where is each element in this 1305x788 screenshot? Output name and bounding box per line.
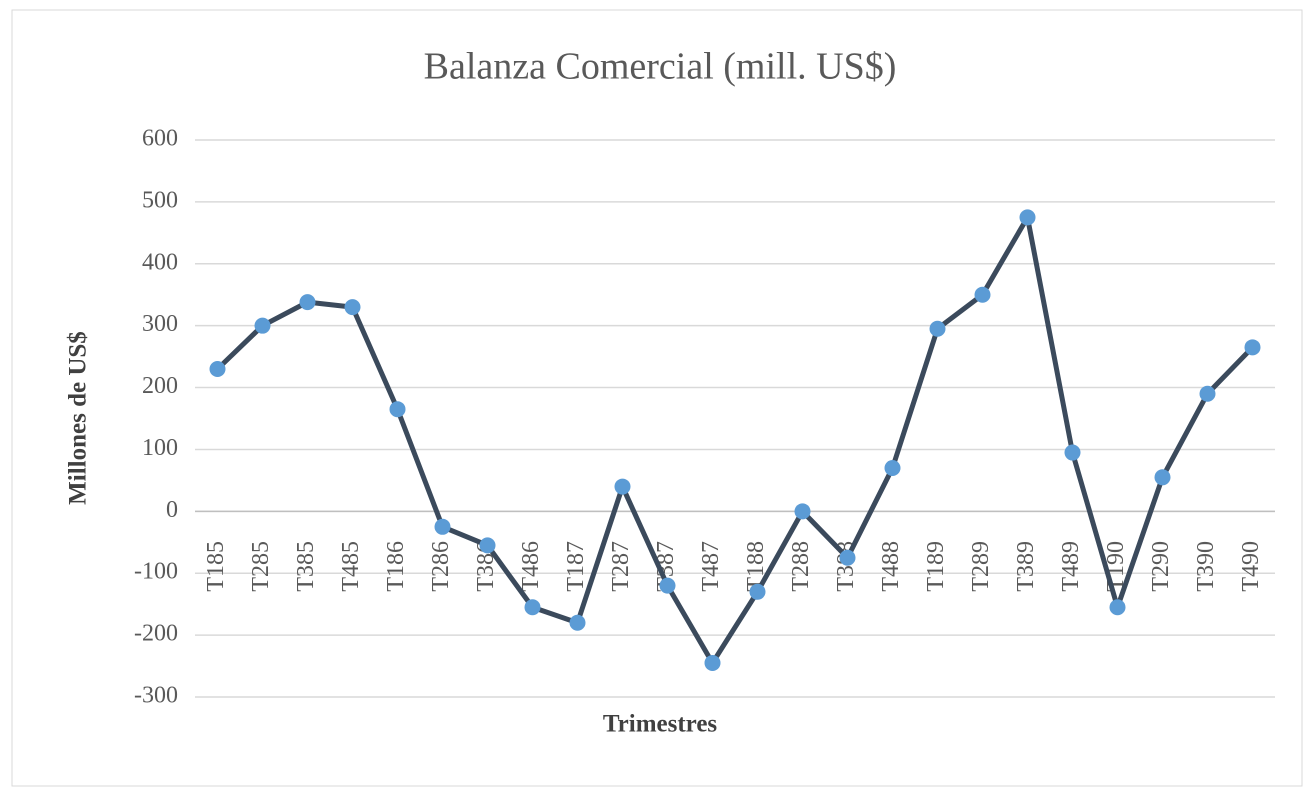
data-point xyxy=(209,360,226,377)
x-tick-label: T186 xyxy=(383,541,409,592)
data-point xyxy=(1019,209,1036,226)
x-tick-label: T185 xyxy=(203,541,229,592)
x-tick-label: T290 xyxy=(1148,541,1174,592)
data-point xyxy=(1199,385,1216,402)
chart-border xyxy=(11,9,1303,787)
data-point xyxy=(434,518,451,535)
data-point xyxy=(254,317,271,334)
data-point xyxy=(344,299,361,316)
line-series xyxy=(215,214,1255,666)
data-point xyxy=(794,503,811,520)
x-tick-label: T490 xyxy=(1238,541,1264,592)
data-point xyxy=(614,478,631,495)
data-point xyxy=(479,537,496,554)
y-tick-label: 600 xyxy=(142,126,178,152)
data-point xyxy=(1244,339,1261,356)
y-tick-label: -200 xyxy=(134,621,178,647)
data-point xyxy=(1064,444,1081,461)
x-tick-label: T389 xyxy=(1013,541,1039,592)
x-tick-label: T385 xyxy=(293,541,319,592)
x-tick-label: T489 xyxy=(1058,541,1084,592)
data-point xyxy=(974,286,991,303)
data-point xyxy=(839,549,856,566)
data-point xyxy=(1109,599,1126,616)
x-tick-label: T287 xyxy=(608,541,634,592)
x-tick-label: T486 xyxy=(518,541,544,592)
data-point xyxy=(1154,469,1171,486)
x-tick-label: T390 xyxy=(1193,541,1219,592)
x-axis-label: Trimestres xyxy=(603,711,718,738)
data-point xyxy=(704,654,721,671)
x-tick-label: T289 xyxy=(968,541,994,592)
y-tick-label: 300 xyxy=(142,311,178,337)
x-tick-label: T488 xyxy=(878,541,904,592)
data-point xyxy=(884,460,901,477)
data-point xyxy=(569,614,586,631)
x-tick-label: T286 xyxy=(428,541,454,592)
y-tick-label: 200 xyxy=(142,373,178,399)
y-tick-label: 500 xyxy=(142,187,178,213)
x-tick-label: T285 xyxy=(248,541,274,592)
x-tick-label: T189 xyxy=(923,541,949,592)
data-point xyxy=(389,401,406,418)
y-tick-label: 400 xyxy=(142,249,178,275)
data-point xyxy=(299,294,316,311)
y-tick-label: -100 xyxy=(134,559,178,585)
x-tick-label: T187 xyxy=(563,541,589,592)
y-tick-label: 0 xyxy=(166,497,178,523)
y-tick-label: 100 xyxy=(142,435,178,461)
x-tick-label: T485 xyxy=(338,541,364,592)
x-tick-label: T487 xyxy=(698,541,724,592)
data-point xyxy=(659,577,676,594)
chart-title: Balanza Comercial (mill. US$) xyxy=(424,46,897,88)
y-tick-label: -300 xyxy=(134,683,178,709)
data-point xyxy=(929,320,946,337)
data-point xyxy=(749,583,766,600)
x-tick-label: T288 xyxy=(788,541,814,592)
y-axis-label: Millones de US$ xyxy=(65,331,92,505)
data-point xyxy=(524,599,541,616)
